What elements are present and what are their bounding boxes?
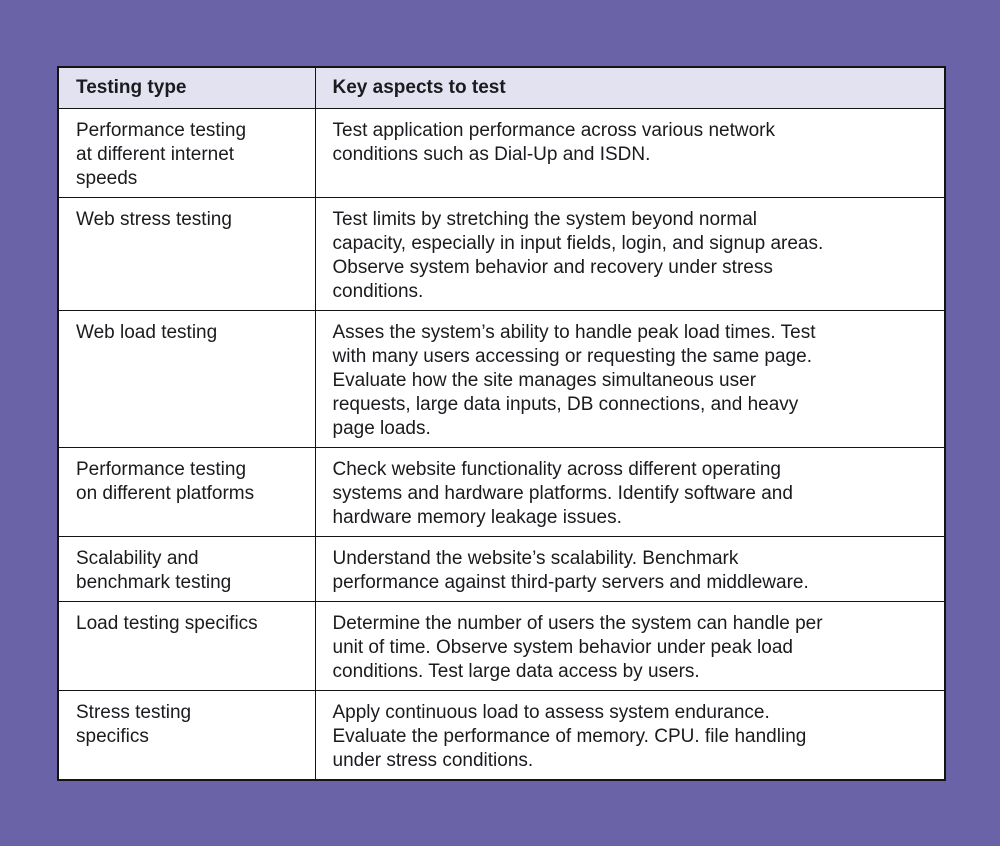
testing-type-cell: Performance testing at different interne… — [57, 108, 316, 198]
testing-type-cell: Web load testing — [57, 310, 316, 448]
table-row: Load testing specifics Determine the num… — [57, 601, 946, 691]
table-header-row: Testing type Key aspects to test — [57, 66, 946, 109]
key-aspects-cell: Check website functionality across diffe… — [314, 447, 946, 537]
key-aspects-cell: Understand the website’s scalability. Be… — [314, 536, 946, 602]
key-aspects-cell: Apply continuous load to assess system e… — [314, 690, 946, 781]
header-cell-testing-type: Testing type — [57, 66, 316, 109]
testing-types-table: Testing type Key aspects to test Perform… — [57, 66, 946, 781]
testing-type-cell: Performance testing on different platfor… — [57, 447, 316, 537]
table-row: Performance testing at different interne… — [57, 108, 946, 198]
key-aspects-cell: Asses the system’s ability to handle pea… — [314, 310, 946, 448]
table-row: Stress testing specifics Apply continuou… — [57, 690, 946, 781]
testing-type-cell: Scalability and benchmark testing — [57, 536, 316, 602]
table-row: Scalability and benchmark testing Unders… — [57, 536, 946, 602]
testing-type-cell: Stress testing specifics — [57, 690, 316, 781]
key-aspects-cell: Test limits by stretching the system bey… — [314, 197, 946, 311]
header-cell-key-aspects: Key aspects to test — [314, 66, 946, 109]
table-row: Web stress testing Test limits by stretc… — [57, 197, 946, 311]
key-aspects-cell: Test application performance across vari… — [314, 108, 946, 198]
table-row: Web load testing Asses the system’s abil… — [57, 310, 946, 448]
key-aspects-cell: Determine the number of users the system… — [314, 601, 946, 691]
testing-type-cell: Load testing specifics — [57, 601, 316, 691]
testing-type-cell: Web stress testing — [57, 197, 316, 311]
table-row: Performance testing on different platfor… — [57, 447, 946, 537]
